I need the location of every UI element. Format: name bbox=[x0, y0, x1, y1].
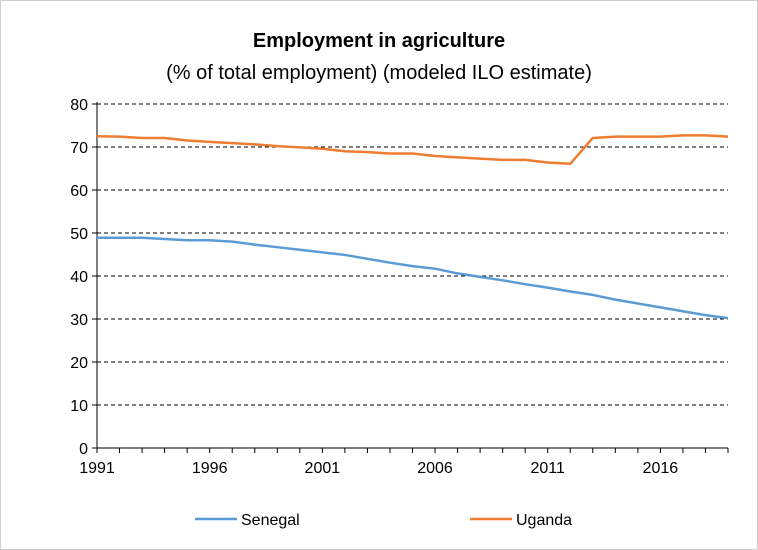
y-tick-label: 50 bbox=[70, 226, 88, 243]
y-tick-label: 30 bbox=[70, 312, 88, 329]
x-tick-label: 2016 bbox=[643, 460, 679, 477]
y-tick-label: 20 bbox=[70, 355, 88, 372]
x-tick-label: 1991 bbox=[79, 460, 115, 477]
series-line-uganda bbox=[96, 134, 729, 166]
x-tick-label: 2006 bbox=[417, 460, 453, 477]
legend-label-senegal: Senegal bbox=[241, 512, 300, 529]
legend-label-uganda: Uganda bbox=[516, 512, 572, 529]
chart-subtitle: (% of total employment) (modeled ILO est… bbox=[166, 62, 592, 84]
y-tick-label: 40 bbox=[70, 269, 88, 286]
x-tick-label: 2011 bbox=[531, 460, 566, 477]
y-tick-label: 60 bbox=[70, 183, 88, 200]
x-tick-label: 1996 bbox=[192, 460, 228, 477]
x-tick-label: 2001 bbox=[305, 460, 341, 477]
chart-title: Employment in agriculture bbox=[252, 30, 506, 52]
series-lines bbox=[96, 134, 729, 320]
axes: 0 10 20 30 40 50 60 70 80 1991 1996 2001 2006 2011 201… bbox=[70, 97, 729, 477]
y-tick-label: 80 bbox=[70, 97, 88, 114]
legend: Senegal Uganda bbox=[195, 512, 572, 529]
y-tick-label: 70 bbox=[70, 140, 88, 157]
y-tick-label: 10 bbox=[70, 398, 88, 415]
series-line-senegal bbox=[97, 236, 729, 320]
y-tick-label: 0 bbox=[79, 441, 88, 458]
grid-lines bbox=[97, 103, 728, 406]
